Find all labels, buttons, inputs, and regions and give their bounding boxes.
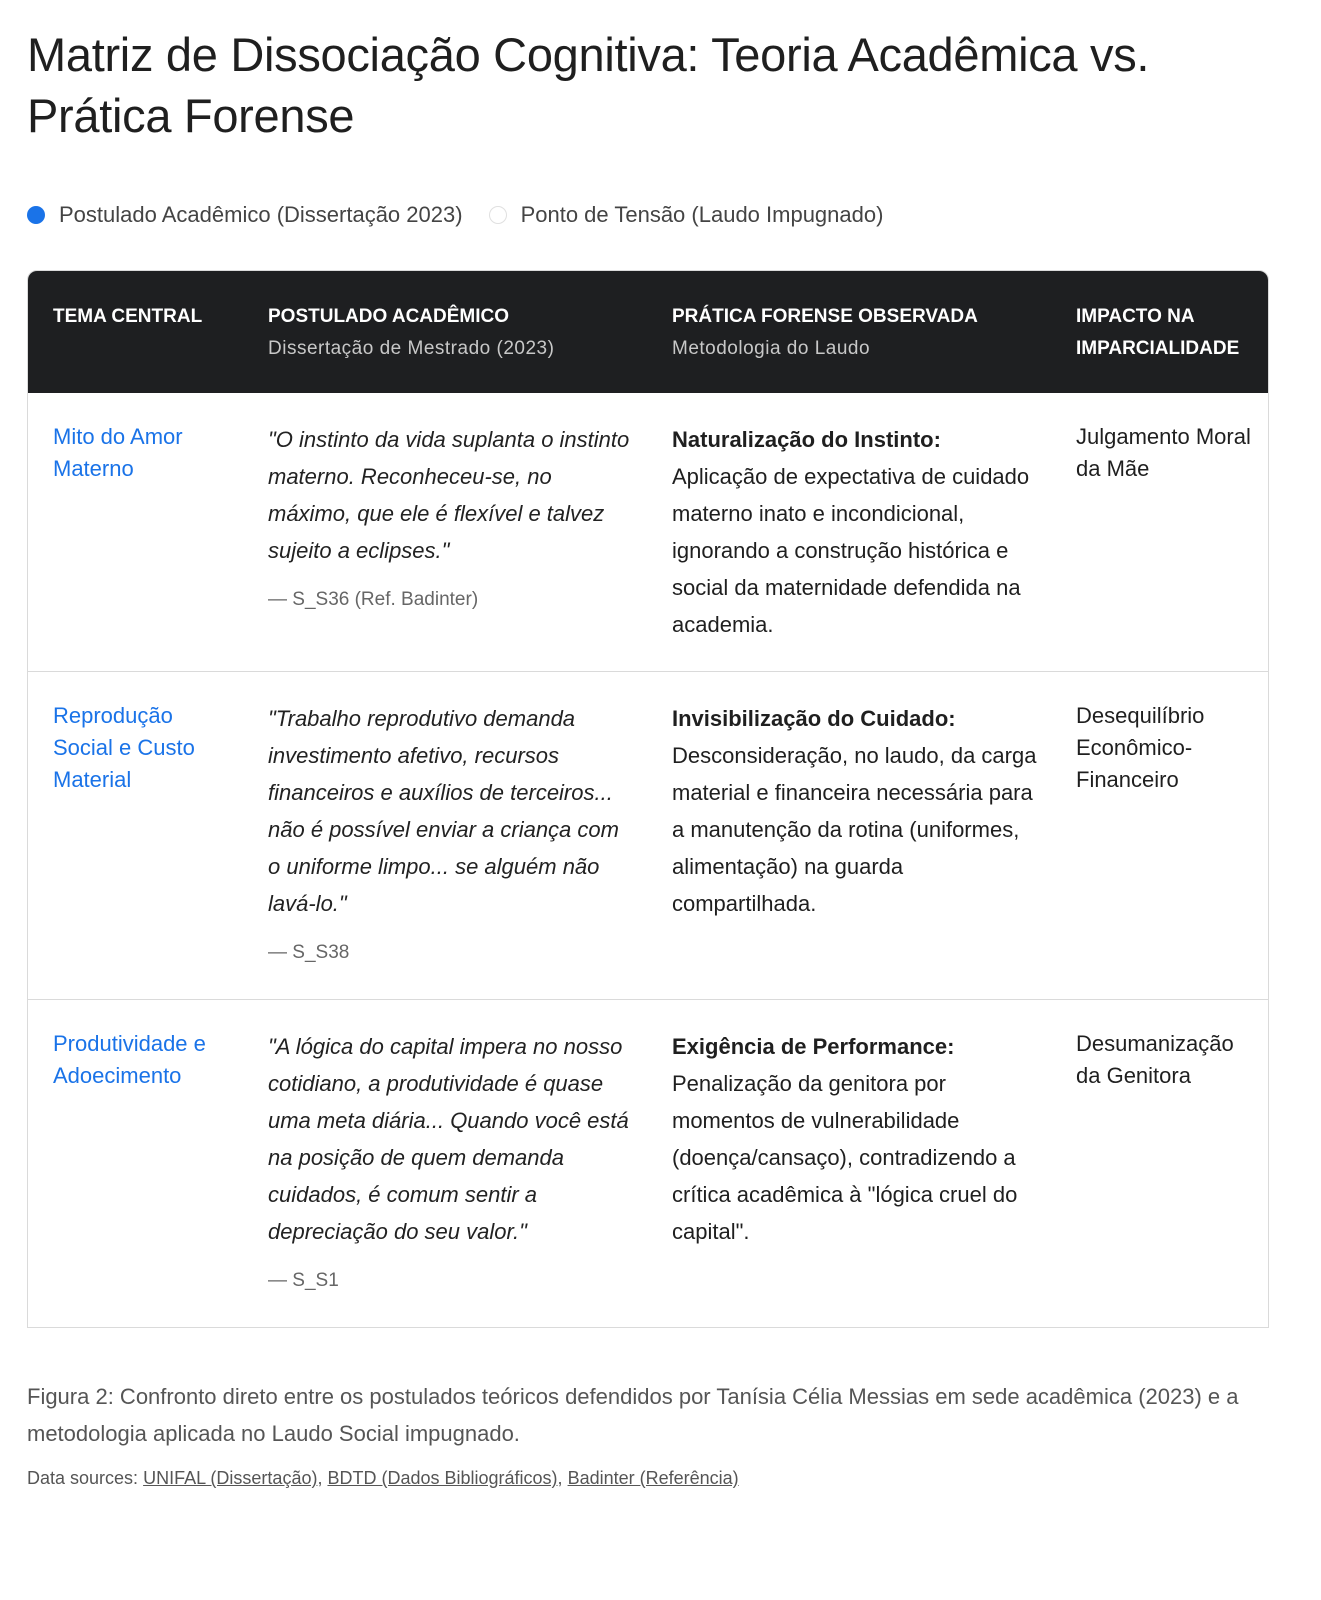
dissociation-matrix-table: TEMA CENTRAL POSTULADO ACADÊMICO Disserta…	[27, 270, 1269, 1328]
source-link-badinter[interactable]: Badinter (Referência)	[567, 1468, 739, 1488]
legend-item-tension: Ponto de Tensão (Laudo Impugnado)	[488, 202, 884, 228]
quote-cell: "A lógica do capital impera no nosso cot…	[243, 999, 647, 1327]
impact-cell: Desequilíbrio Econômico-Financeiro	[1051, 671, 1268, 999]
page-title: Matriz de Dissociação Cognitiva: Teoria …	[27, 28, 1150, 142]
citation: — S_S38	[268, 942, 350, 963]
practice-cell: Invisibilização do Cuidado: Desconsideraç…	[647, 671, 1051, 999]
header-academic: POSTULADO ACADÊMICO Dissertação de Mestra…	[243, 271, 647, 393]
legend-label: Ponto de Tensão (Laudo Impugnado)	[520, 202, 884, 227]
practice-cell: Naturalização do Instinto: Aplicação de e…	[672, 427, 1030, 637]
source-link-unifal[interactable]: UNIFAL (Dissertação)	[143, 1468, 318, 1488]
header-theme: TEMA CENTRAL	[28, 271, 243, 393]
header-practice: PRÁTICA FORENSE OBSERVADA Metodologia do …	[647, 271, 1051, 393]
empty-circle-icon	[488, 206, 507, 224]
practice-cell: Exigência de Performance: Penalização da …	[647, 999, 1051, 1327]
theme-cell: Reprodução Social e Custo Material	[28, 671, 243, 999]
legend-item-academic: Postulado Acadêmico (Dissertação 2023)	[27, 202, 463, 228]
theme-cell: Produtividade e Adoecimento	[28, 999, 243, 1327]
impact-cell: Julgamento Moral da Mãe	[1076, 424, 1251, 481]
legend: Postulado Acadêmico (Dissertação 2023) P…	[27, 202, 1294, 228]
data-sources: Data sources: UNIFAL (Dissertação), BDTD…	[27, 1468, 739, 1488]
table-header-row: TEMA CENTRAL POSTULADO ACADÊMICO Disserta…	[28, 271, 1268, 393]
quote-cell: "Trabalho reprodutivo demanda investimen…	[243, 671, 647, 999]
table-row: Reprodução Social e Custo Material "Trab…	[28, 671, 1268, 999]
table-row: Mito do Amor Materno "O instinto da vida…	[28, 393, 1268, 671]
figure-caption: Figura 2: Confronto direto entre os post…	[27, 1384, 1239, 1446]
table-row: Produtividade e Adoecimento "A lógica do…	[28, 999, 1268, 1327]
citation: — S_S36 (Ref. Badinter)	[268, 589, 479, 610]
theme-cell: Mito do Amor Materno	[53, 424, 183, 481]
filled-circle-icon	[27, 206, 45, 224]
impact-cell: Desumanização da Genitora	[1051, 999, 1268, 1327]
legend-label: Postulado Acadêmico (Dissertação 2023)	[59, 202, 463, 227]
header-impact: IMPACTO NA IMPARCIALIDADE	[1051, 271, 1268, 393]
citation: — S_S1	[268, 1270, 339, 1291]
quote-cell: "O instinto da vida suplanta o instinto …	[243, 393, 647, 671]
source-link-bdtd[interactable]: BDTD (Dados Bibliográficos)	[327, 1468, 558, 1488]
